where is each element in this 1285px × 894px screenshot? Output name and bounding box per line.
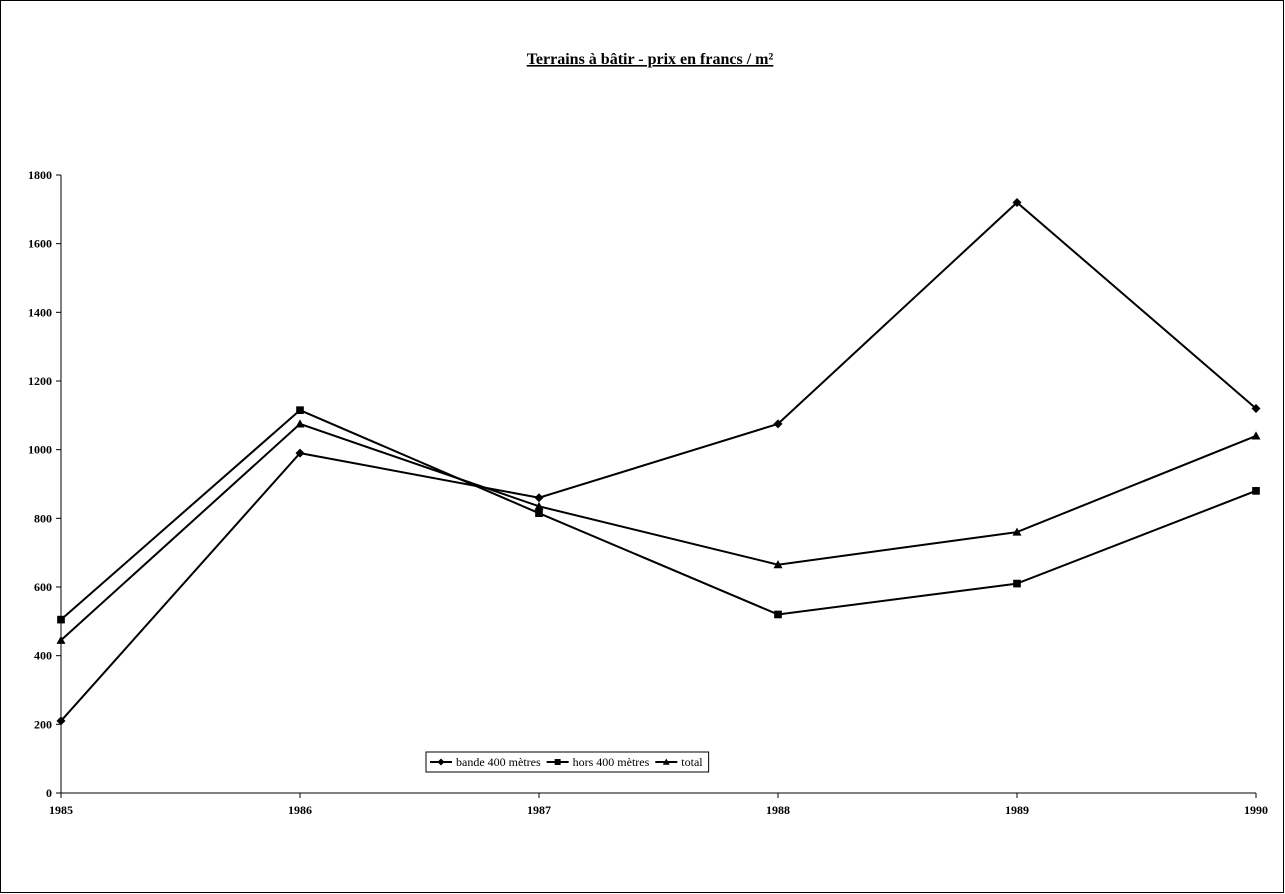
axes <box>60 175 1256 794</box>
data-point <box>296 406 304 415</box>
series-line <box>60 422 1257 641</box>
y-axis-ticks: 0 200 400 600 800 1000 1200 1400 1600 1800 <box>28 168 61 800</box>
x-axis-ticks: 1985 1986 1987 1988 1989 1990 <box>49 793 1268 817</box>
y-tick-label: 1400 <box>28 305 52 319</box>
series-line <box>60 201 1257 722</box>
data-point <box>1252 487 1260 495</box>
legend-marker <box>437 758 445 766</box>
data-point <box>1012 527 1022 536</box>
data-point <box>56 716 66 726</box>
series-triangle <box>56 419 1261 644</box>
legend: bande 400 mètres hors 400 mètres total <box>425 751 710 773</box>
data-point <box>295 419 305 428</box>
data-point <box>1013 579 1021 588</box>
x-tick-label: 1986 <box>288 803 312 817</box>
y-tick-label: 600 <box>34 580 52 594</box>
data-point <box>57 615 65 624</box>
data-point <box>535 509 543 518</box>
y-tick-label: 800 <box>34 511 52 525</box>
y-tick-label: 0 <box>46 786 52 800</box>
data-point <box>1012 197 1022 207</box>
legend-label: bande 400 mètres <box>456 755 541 769</box>
data-point <box>773 560 783 569</box>
data-point <box>56 635 66 644</box>
data-point <box>295 448 305 458</box>
y-tick-label: 1200 <box>28 374 52 388</box>
data-point <box>773 419 783 429</box>
data-point <box>534 501 544 510</box>
legend-marker <box>662 758 670 765</box>
y-tick-label: 1600 <box>28 237 52 251</box>
chart-title: Terrains à bâtir - prix en francs / m² <box>527 51 774 68</box>
legend-label: total <box>681 755 703 769</box>
y-tick-label: 1800 <box>28 168 52 182</box>
legend-marker <box>554 759 561 765</box>
series-layer <box>56 197 1261 726</box>
x-tick-label: 1985 <box>49 803 73 817</box>
data-point <box>1251 403 1261 413</box>
legend-label: hors 400 mètres <box>573 755 650 769</box>
x-tick-label: 1988 <box>766 803 790 817</box>
x-tick-label: 1987 <box>527 803 551 817</box>
series-square <box>57 406 1260 624</box>
x-tick-label: 1990 <box>1244 803 1268 817</box>
y-tick-label: 1000 <box>28 443 52 457</box>
y-tick-label: 200 <box>34 717 52 731</box>
series-line <box>60 409 1257 621</box>
data-point <box>774 610 782 619</box>
data-point <box>534 493 544 503</box>
series-diamond <box>56 197 1261 726</box>
y-tick-label: 400 <box>34 649 52 663</box>
x-tick-label: 1989 <box>1005 803 1029 817</box>
data-point <box>1251 431 1261 440</box>
